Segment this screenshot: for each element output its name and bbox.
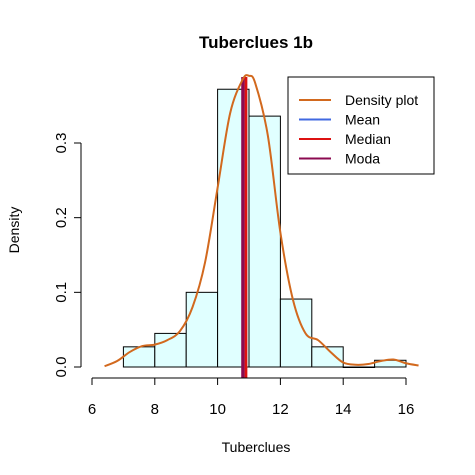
x-tick-label: 8 [151,401,159,418]
histogram-bar [342,366,376,368]
legend-label: Moda [345,151,380,167]
chart-title: Tuberclues 1b [199,33,313,52]
legend-label: Density plot [345,92,418,108]
legend-label: Mean [345,112,380,128]
y-tick-label: 0.1 [53,282,70,303]
legend-label: Median [345,131,391,147]
statistic-lines [241,77,248,378]
y-axis-label: Density [6,207,22,254]
histogram-bar [185,291,219,368]
x-axis-label: Tuberclues [222,439,291,455]
x-tick-label: 10 [209,401,226,418]
histogram-bar [311,346,344,368]
x-tick-label: 6 [88,401,96,418]
legend: Density plot Mean Median Moda [287,76,435,175]
y-tick-label: 0.3 [53,133,70,154]
y-axis: 0.0 0.1 0.2 0.3 [53,133,82,378]
x-tick-label: 16 [398,401,415,418]
x-tick-label: 12 [272,401,289,418]
x-axis: 6 8 10 12 14 16 [88,377,415,418]
y-tick-label: 0.0 [53,357,70,378]
x-tick-label: 14 [335,401,352,418]
histogram-bar [248,115,281,368]
y-tick-label: 0.2 [53,207,70,228]
density-curve [104,74,419,368]
histogram-bar [122,346,156,368]
